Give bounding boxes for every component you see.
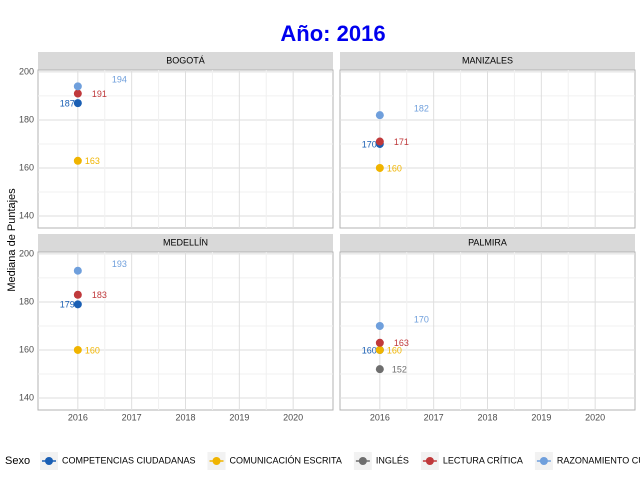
point (73, 300, 82, 309)
legend-marker (539, 457, 548, 465)
legend-marker (358, 457, 367, 465)
legend-label: COMPETENCIAS CIUDADANAS (62, 455, 196, 465)
point (73, 266, 82, 275)
legend-marker (45, 457, 53, 465)
data-label: 179 (60, 300, 75, 310)
data-label: 163 (85, 156, 100, 166)
x-tick-label: 2016 (68, 412, 88, 422)
y-tick-label: 180 (19, 296, 34, 306)
y-tick-label: 140 (19, 392, 34, 402)
strip (38, 52, 333, 70)
point (375, 321, 384, 330)
point (375, 137, 384, 146)
strip (340, 52, 635, 70)
x-tick-label: 2018 (477, 412, 497, 422)
data-label: 163 (394, 338, 409, 348)
x-tick-label: 2017 (122, 412, 142, 422)
legend-label: INGLÉS (376, 455, 409, 465)
x-tick-label: 2020 (283, 412, 303, 422)
point (375, 345, 384, 354)
legend-title: Sexo (5, 455, 30, 467)
point (73, 290, 82, 299)
x-tick-label: 2016 (370, 412, 390, 422)
facet-title: MEDELLÍN (163, 237, 208, 247)
point (375, 338, 384, 347)
x-tick-label: 2019 (531, 412, 551, 422)
strip (340, 234, 635, 252)
x-tick-label: 2020 (585, 412, 605, 422)
y-tick-label: 160 (19, 344, 34, 354)
data-label: 193 (112, 259, 127, 269)
y-tick-label: 140 (19, 210, 34, 220)
data-label: 191 (92, 89, 107, 99)
y-tick-label: 200 (19, 66, 34, 76)
data-label: 183 (92, 290, 107, 300)
legend-label: RAZONAMIENTO CUANTITATIVO (557, 455, 640, 465)
point (73, 156, 82, 165)
data-label: 160 (387, 163, 402, 173)
facet-title: PALMIRA (468, 237, 507, 247)
legend-label: LECTURA CRÍTICA (443, 455, 523, 465)
point (73, 82, 82, 91)
data-label: 194 (112, 75, 127, 85)
strip (38, 234, 333, 252)
legend-label: COMUNICACIÓN ESCRITA (230, 455, 342, 465)
y-tick-label: 160 (19, 162, 34, 172)
data-label: 182 (414, 104, 429, 114)
data-label: 160 (387, 345, 402, 355)
data-label: 152 (392, 365, 407, 375)
facet-title: MANIZALES (462, 55, 513, 65)
facet-title: BOGOTÁ (166, 55, 205, 65)
x-tick-label: 2017 (424, 412, 444, 422)
legend-marker (212, 457, 221, 465)
x-tick-label: 2019 (229, 412, 249, 422)
y-tick-label: 200 (19, 248, 34, 258)
data-label: 171 (394, 137, 409, 147)
point (375, 365, 384, 374)
data-label: 187 (60, 99, 75, 109)
data-label: 170 (362, 139, 377, 149)
data-label: 170 (414, 314, 429, 324)
y-tick-label: 180 (19, 114, 34, 124)
y-axis-label: Mediana de Puntajes (6, 188, 18, 292)
point (73, 99, 82, 108)
point (375, 111, 384, 120)
point (73, 345, 82, 354)
point (375, 163, 384, 172)
x-tick-label: 2018 (175, 412, 195, 422)
chart-title: Año: 2016 (280, 21, 385, 46)
data-label: 160 (362, 345, 377, 355)
data-label: 160 (85, 345, 100, 355)
legend-marker (425, 457, 434, 465)
point (73, 89, 82, 98)
